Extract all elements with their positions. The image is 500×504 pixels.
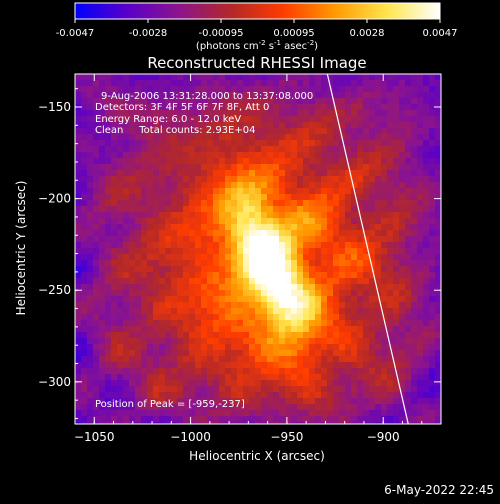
footer-date: 6-May-2022 22:45 xyxy=(384,483,494,497)
annotation-peak: Position of Peak = [-959,-237] xyxy=(95,399,245,410)
annotations: 9-Aug-2006 13:31:28.000 to 13:37:08.000 … xyxy=(95,91,313,410)
y-tick-label: −300 xyxy=(38,375,71,389)
colorbar-gradient xyxy=(74,2,441,20)
y-axis-label: Heliocentric Y (arcsec) xyxy=(14,181,28,316)
plot-area: −1050 −1000 −950 −900 −150 −200 −250 −300 xyxy=(38,73,442,444)
x-axis-label: Heliocentric X (arcsec) xyxy=(189,449,325,463)
colorbar: -0.0047 -0.0028 -0.00095 0.00095 0.0028 0.004… xyxy=(56,2,458,52)
colorbar-tick-label: -0.00095 xyxy=(199,28,244,39)
colorbar-ticks: -0.0047 -0.0028 -0.00095 0.00095 0.0028 0.004… xyxy=(56,19,458,39)
colorbar-tick-label: 0.0047 xyxy=(423,28,458,39)
annotation-energy: Energy Range: 6.0 - 12.0 keV xyxy=(95,114,241,125)
colorbar-unit-label: (photons cm-2 s-1 asec-2) xyxy=(196,39,318,52)
y-tick-label: −150 xyxy=(38,100,71,114)
annotation-clean: Clean Total counts: 2.93E+04 xyxy=(95,125,255,136)
y-tick-label: −200 xyxy=(38,192,71,206)
annotation-time: 9-Aug-2006 13:31:28.000 to 13:37:08.000 xyxy=(101,91,313,102)
x-tick-label: −900 xyxy=(367,430,400,444)
x-tick-label: −1000 xyxy=(170,430,211,444)
y-tick-label: −250 xyxy=(38,283,71,297)
x-tick-label: −1050 xyxy=(74,430,115,444)
x-tick-label: −950 xyxy=(270,430,303,444)
annotation-detectors: Detectors: 3F 4F 5F 6F 7F 8F, Att 0 xyxy=(95,102,269,113)
chart-title: Reconstructed RHESSI Image xyxy=(147,54,366,72)
colorbar-tick-label: 0.0028 xyxy=(350,28,385,39)
solar-limb-line xyxy=(326,73,409,425)
plot-frame xyxy=(74,73,442,425)
colorbar-tick-label: 0.00095 xyxy=(273,28,314,39)
colorbar-tick-label: -0.0028 xyxy=(129,28,168,39)
axis-ticks: −1050 −1000 −950 −900 −150 −200 −250 −300 xyxy=(38,74,441,444)
heatmap-image xyxy=(75,74,441,424)
colorbar-tick-label: -0.0047 xyxy=(56,28,95,39)
